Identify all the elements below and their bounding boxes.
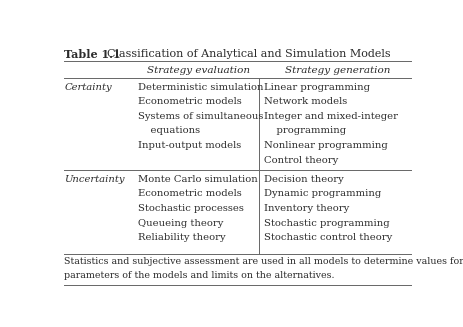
Text: Uncertainty: Uncertainty	[64, 175, 125, 184]
Text: Statistics and subjective assessment are used in all models to determine values : Statistics and subjective assessment are…	[64, 257, 463, 266]
Text: Table 1.1: Table 1.1	[64, 49, 121, 60]
Text: Reliability theory: Reliability theory	[138, 233, 225, 242]
Text: Decision theory: Decision theory	[263, 175, 343, 184]
Text: Econometric models: Econometric models	[138, 189, 241, 198]
Text: Network models: Network models	[263, 97, 346, 106]
Text: programming: programming	[263, 126, 345, 135]
Text: Input-output models: Input-output models	[138, 141, 241, 150]
Text: Nonlinear programming: Nonlinear programming	[263, 141, 387, 150]
Text: Strategy evaluation: Strategy evaluation	[146, 66, 249, 75]
Text: Linear programming: Linear programming	[263, 82, 369, 92]
Text: Systems of simultaneous: Systems of simultaneous	[138, 112, 263, 121]
Text: Monte Carlo simulation: Monte Carlo simulation	[138, 175, 257, 184]
Text: Econometric models: Econometric models	[138, 97, 241, 106]
Text: equations: equations	[138, 126, 200, 135]
Text: parameters of the models and limits on the alternatives.: parameters of the models and limits on t…	[64, 271, 334, 280]
Text: Control theory: Control theory	[263, 156, 337, 164]
Text: Inventory theory: Inventory theory	[263, 204, 348, 213]
Text: Deterministic simulation: Deterministic simulation	[138, 82, 263, 92]
Text: Integer and mixed-integer: Integer and mixed-integer	[263, 112, 397, 121]
Text: Queueing theory: Queueing theory	[138, 218, 223, 228]
Text: Dynamic programming: Dynamic programming	[263, 189, 380, 198]
Text: Classification of Analytical and Simulation Models: Classification of Analytical and Simulat…	[100, 49, 389, 59]
Text: Strategy generation: Strategy generation	[284, 66, 389, 75]
Text: Stochastic programming: Stochastic programming	[263, 218, 388, 228]
Text: Stochastic processes: Stochastic processes	[138, 204, 243, 213]
Text: Stochastic control theory: Stochastic control theory	[263, 233, 391, 242]
Text: Certainty: Certainty	[64, 82, 112, 92]
